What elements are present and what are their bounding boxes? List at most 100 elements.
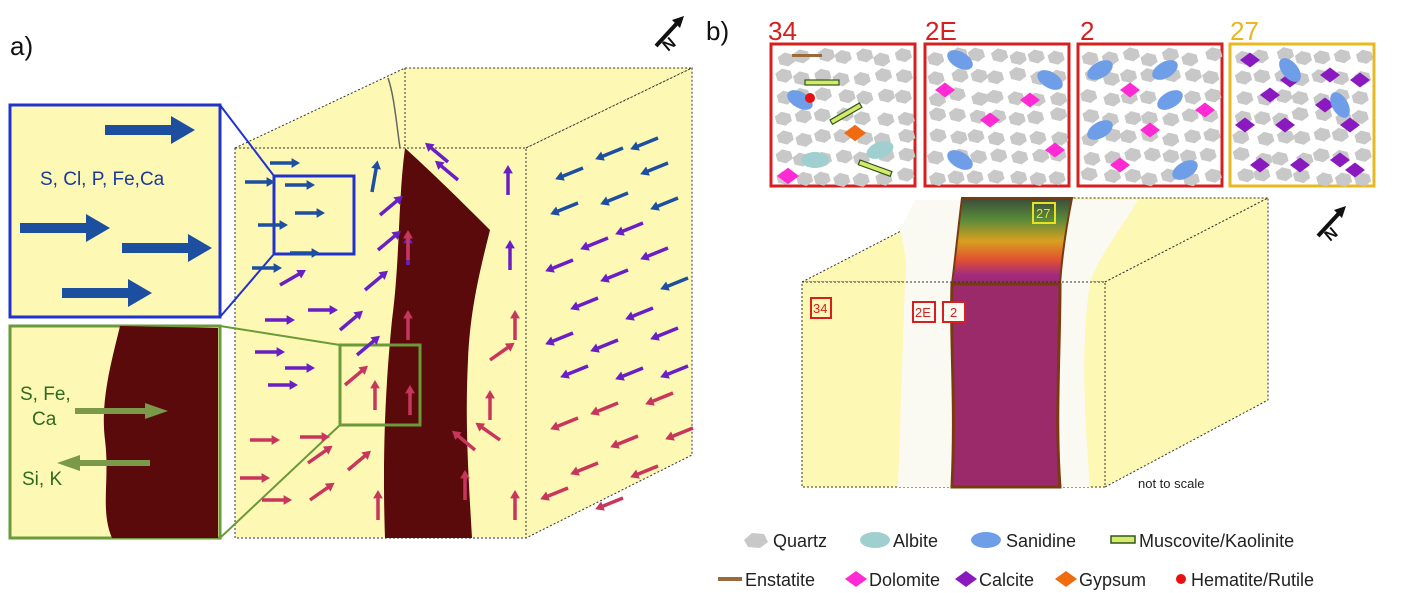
- quartz-grain-icon: [1011, 150, 1029, 165]
- flow-arrow-icon: [20, 214, 110, 242]
- legend-gypsum: Gypsum: [1079, 570, 1146, 590]
- calcite-grain-icon: [1320, 67, 1340, 83]
- sanidine-grain-icon: [947, 50, 973, 70]
- quartz-grain-icon: [1183, 129, 1202, 144]
- legend-sanidine: Sanidine: [1006, 531, 1076, 551]
- quartz-grain-icon: [1331, 127, 1349, 142]
- quartz-grain-icon: [1232, 130, 1250, 145]
- flow-arrow-icon: [475, 422, 502, 442]
- dolomite-grain-icon: [1140, 122, 1160, 138]
- quartz-grain-icon: [1122, 47, 1141, 62]
- quartz-grain-icon: [967, 47, 986, 62]
- sanidine-grain-icon: [947, 150, 973, 170]
- flow-arrow-icon: [460, 470, 470, 500]
- flow-arrow-icon: [300, 432, 330, 442]
- marker-34: [810, 297, 832, 319]
- marker-2e: [912, 301, 936, 323]
- quartz-grain-icon: [1081, 51, 1099, 66]
- quartz-grain-icon: [1232, 146, 1250, 162]
- arrow-out-icon: [57, 455, 150, 471]
- quartz-grain-icon: [1124, 168, 1142, 183]
- quartz-grain-icon: [1333, 49, 1351, 64]
- inset-green: S, Fe, Ca Si, K: [8, 324, 422, 540]
- quartz-grain-icon: [1027, 49, 1045, 64]
- sanidine-grain-icon: [1279, 58, 1301, 82]
- quartz-grain-icon: [1032, 148, 1050, 163]
- legend-muscovite: Muscovite/Kaolinite: [1139, 531, 1294, 551]
- flow-arrow-icon: [370, 160, 381, 193]
- quartz-grain-icon: [1253, 69, 1271, 84]
- flow-arrow-icon: [645, 391, 674, 406]
- quartz-grain-icon: [1080, 167, 1098, 182]
- muscovite-icon: [1110, 535, 1136, 544]
- sanidine-grain-icon: [1330, 92, 1350, 118]
- quartz-grain-icon: [1009, 51, 1027, 66]
- flow-arrow-icon: [308, 305, 338, 315]
- flow-arrow-icon: [550, 416, 579, 431]
- legend-dolomite: Dolomite: [869, 570, 940, 590]
- quartz-grain-icon: [1257, 131, 1275, 146]
- flow-arrow-icon: [625, 306, 654, 321]
- svg-text:2E: 2E: [915, 305, 931, 320]
- flow-arrow-icon: [255, 347, 285, 357]
- svg-text:2: 2: [950, 305, 957, 320]
- flow-arrow-icon: [378, 195, 403, 217]
- quartz-grain-icon: [1009, 131, 1027, 146]
- flow-arrow-icon: [630, 136, 659, 151]
- flow-arrow-icon: [665, 426, 694, 441]
- quartz-grain-icon: [1316, 172, 1334, 187]
- quartz-grain-icon: [1313, 50, 1331, 65]
- calcite-grain-icon: [1330, 152, 1350, 168]
- sample-label-2e: 2E: [925, 16, 957, 46]
- quartz-grain-icon: [1253, 167, 1271, 182]
- quartz-grain-icon: [1199, 147, 1217, 162]
- thin-sections: [769, 42, 1376, 188]
- quartz-grain-icon: [1161, 47, 1180, 62]
- quartz-grain-icon: [898, 128, 916, 143]
- quartz-grain-icon: [1276, 47, 1295, 62]
- flow-arrow-icon: [660, 276, 689, 291]
- north-arrow-b-icon: N: [1316, 206, 1346, 245]
- dolomite-grain-icon: [777, 167, 799, 185]
- flow-arrow-icon: [503, 165, 513, 195]
- dolomite-grain-icon: [1110, 157, 1130, 173]
- legend-albite: Albite: [893, 531, 938, 551]
- calcite-grain-icon: [1250, 157, 1270, 173]
- calcite-grain-icon: [1235, 117, 1255, 133]
- flow-arrow-icon: [363, 270, 388, 292]
- calcite-grain-icon: [1240, 52, 1260, 68]
- quartz-grain-icon: [1353, 172, 1372, 187]
- quartz-grain-icon: [873, 52, 891, 67]
- flow-arrow-icon: [252, 263, 282, 273]
- quartz-grain-icon: [897, 167, 915, 182]
- quartz-grain-icon: [1204, 168, 1222, 183]
- sanidine-grain-icon: [1087, 60, 1113, 80]
- quartz-grain-icon: [894, 48, 912, 63]
- flow-arrow-icon: [250, 435, 280, 445]
- quartz-grain-icon: [1253, 111, 1272, 126]
- quartz-grain-icon: [777, 52, 795, 67]
- muscovite-grain-icon: [804, 79, 840, 86]
- quartz-grain-icon: [1162, 149, 1180, 164]
- quartz-grain-icon: [1202, 70, 1220, 85]
- quartz-grain-icon: [971, 91, 989, 106]
- fracture-line: [387, 77, 401, 149]
- quartz-grain-icon: [1008, 111, 1026, 126]
- quartz-grain-icon: [1237, 168, 1255, 183]
- quartz-grain-icon: [1275, 89, 1293, 104]
- quartz-grain-icon: [1050, 92, 1068, 107]
- flow-arrow-icon: [510, 310, 520, 340]
- quartz-grain-icon: [877, 88, 896, 103]
- flow-arrow-icon: [343, 365, 368, 387]
- quartz-grain-icon: [990, 148, 1008, 163]
- muscovite-grain-icon: [829, 102, 863, 126]
- calcite-grain-icon: [1260, 87, 1280, 103]
- quartz-grain-icon: [1124, 111, 1142, 126]
- inset-blue-elements: S, Cl, P, Fe,Ca: [40, 169, 165, 190]
- quartz-grain-icon: [1007, 91, 1025, 106]
- flow-arrow-icon: [122, 234, 212, 262]
- flow-arrow-icon: [650, 196, 679, 211]
- enstatite-icon: [718, 577, 742, 581]
- legend: Quartz Albite Sanidine Muscovite/Kaolini…: [718, 531, 1314, 590]
- quartz-grain-icon: [948, 107, 967, 122]
